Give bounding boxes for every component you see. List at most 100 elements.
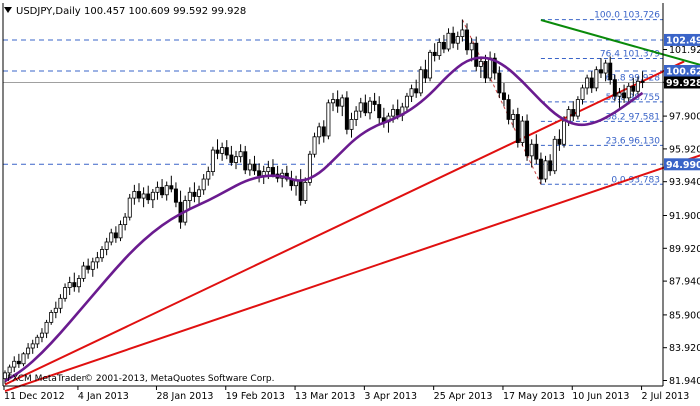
candle-body: [451, 32, 456, 44]
candle-body: [377, 104, 382, 119]
fib-level-label: 23.6 96.130: [606, 136, 661, 146]
chart-title: USDJPY,Daily: [16, 6, 81, 17]
y-tick-label: 91.900: [669, 211, 700, 222]
candle-body: [423, 69, 428, 79]
candle-body: [548, 160, 553, 172]
candle-body: [455, 36, 460, 44]
candle: [377, 96, 382, 125]
copyright-prefix: FXCM MetaTrader: [7, 374, 86, 384]
candle-body: [201, 178, 206, 191]
candle: [224, 140, 229, 160]
candle-body: [562, 120, 567, 145]
candle: [363, 94, 368, 117]
candle: [146, 185, 151, 204]
candle: [67, 276, 72, 296]
candle: [548, 154, 553, 176]
candle-body: [464, 29, 469, 51]
candle: [335, 90, 340, 113]
candle-body: [118, 224, 123, 239]
candle-body: [478, 61, 483, 67]
candle: [543, 155, 548, 183]
candle-body: [404, 95, 409, 108]
candle: [585, 74, 590, 95]
candle: [178, 190, 183, 229]
candle-body: [312, 136, 317, 155]
candle-body: [589, 77, 594, 89]
candle: [451, 26, 456, 49]
candle: [150, 188, 155, 209]
candle-body: [53, 307, 58, 313]
candle: [90, 257, 95, 277]
moving-average-line: [4, 56, 644, 383]
candle: [109, 228, 114, 246]
candle: [571, 101, 576, 122]
candle-body: [340, 97, 345, 107]
copyright-text: © 2001-2013, MetaQuotes Software Corp.: [84, 374, 275, 384]
candle: [404, 92, 409, 112]
price-tag-label: 100.622: [666, 67, 700, 78]
candle-body: [7, 366, 12, 374]
candle: [552, 135, 557, 175]
candle: [53, 301, 58, 319]
candle: [155, 181, 160, 200]
candle-body: [344, 97, 349, 130]
candle-body: [612, 79, 617, 97]
candle: [478, 56, 483, 78]
trendline-red-upper: [4, 60, 685, 386]
candle: [238, 144, 243, 163]
candle-body: [552, 138, 557, 172]
candle: [49, 309, 54, 325]
price-tag-label: 102.496: [666, 35, 700, 46]
candle-body: [113, 232, 118, 239]
candle: [201, 174, 206, 195]
candle-body: [127, 197, 132, 218]
candle-body: [501, 92, 506, 100]
candle: [298, 169, 303, 206]
candle-body: [109, 232, 114, 243]
candle: [58, 294, 63, 314]
x-tick-label: 19 Feb 2013: [226, 391, 285, 402]
candle: [206, 166, 211, 186]
candle: [501, 82, 506, 107]
candle: [469, 38, 474, 62]
candle-body: [76, 278, 81, 288]
candle: [344, 91, 349, 135]
candle-body: [432, 51, 437, 57]
candle-body: [460, 29, 465, 37]
candle-body: [372, 100, 377, 105]
candle-body: [635, 80, 640, 92]
candle-body: [164, 185, 169, 196]
candle-body: [603, 62, 608, 74]
candle: [44, 319, 49, 339]
price-tag-box: [664, 33, 700, 46]
candle-body: [26, 347, 31, 355]
candle: [326, 99, 331, 140]
candle: [594, 66, 599, 92]
candle: [100, 246, 105, 262]
y-tick-label: 85.900: [669, 310, 700, 321]
ohlc-readout: 100.457 100.609 99.592 99.928: [84, 6, 246, 17]
candle: [349, 112, 354, 138]
candle: [187, 187, 192, 210]
candle-body: [12, 360, 17, 368]
candle-body: [72, 282, 77, 288]
candle-body: [95, 257, 100, 263]
candle: [589, 71, 594, 93]
candle-body: [571, 109, 576, 117]
y-tick-label: 97.900: [669, 112, 700, 123]
candle: [275, 165, 280, 183]
candle-body: [441, 41, 446, 50]
candle-body: [229, 154, 234, 163]
candle-body: [81, 265, 86, 279]
candle-body: [585, 77, 590, 89]
y-tick-label: 101.920: [669, 45, 700, 56]
candle-body: [363, 102, 368, 114]
y-tick-label: 87.940: [669, 277, 700, 288]
candle-body: [58, 297, 63, 309]
candle: [63, 283, 68, 302]
candle-body: [44, 321, 49, 334]
candle: [428, 49, 433, 82]
x-tick-label: 25 Apr 2013: [434, 391, 493, 402]
